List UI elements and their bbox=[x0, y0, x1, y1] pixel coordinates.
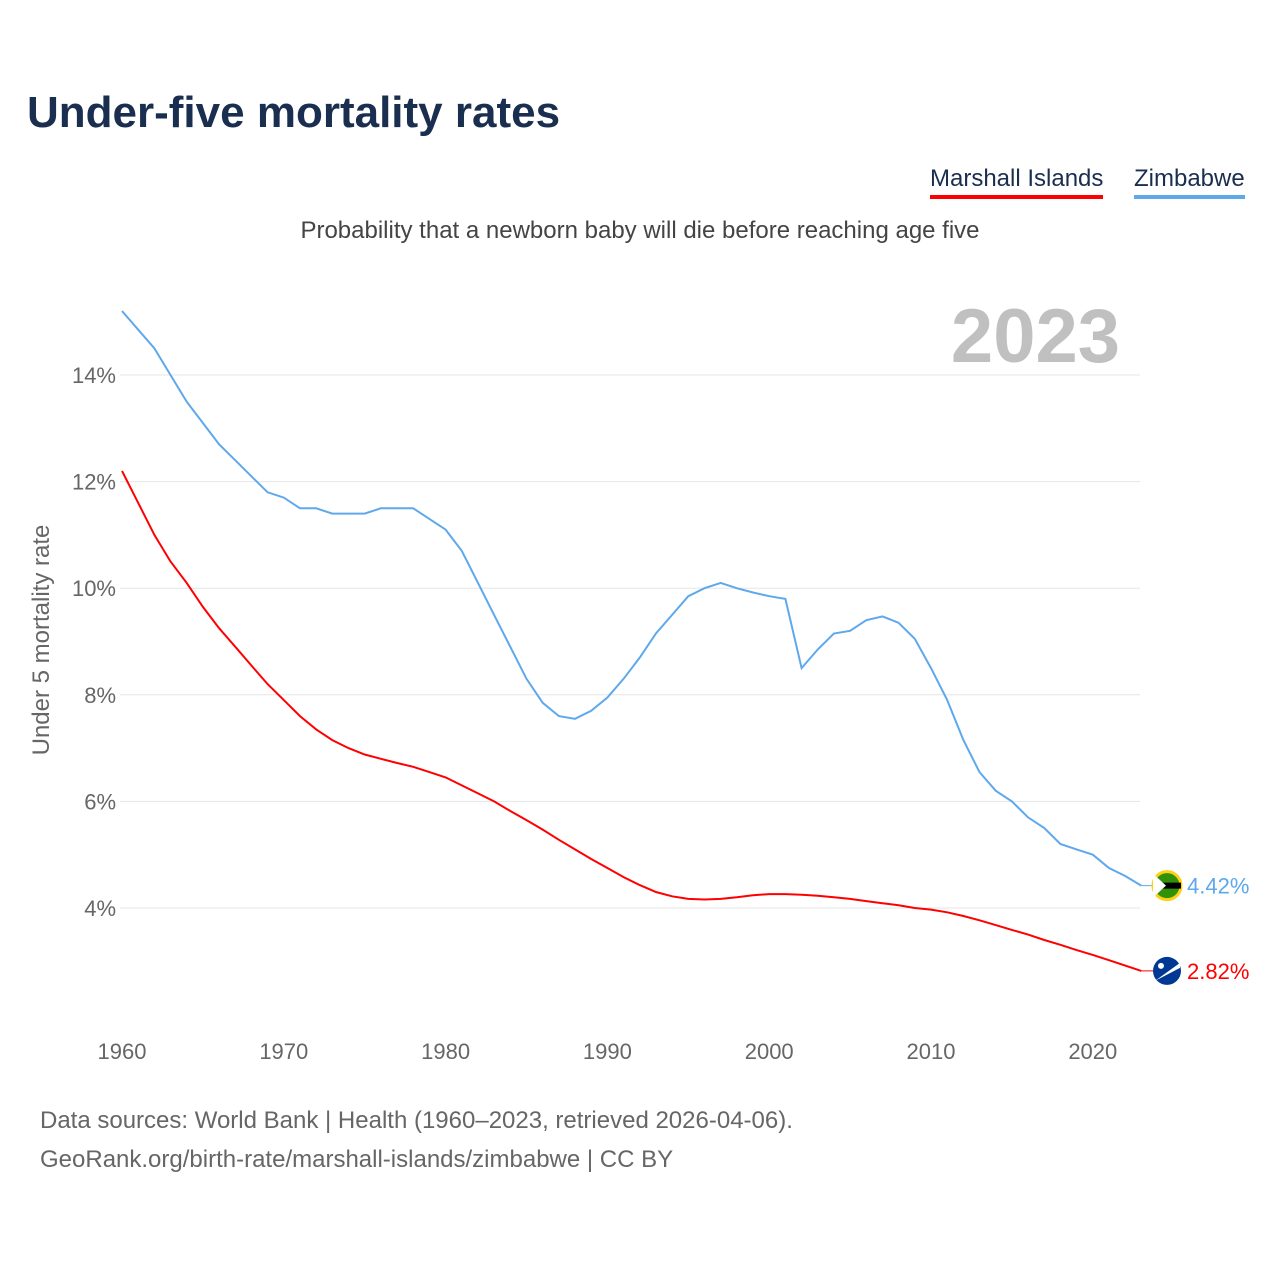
chart-title: Under-five mortality rates bbox=[27, 88, 561, 137]
y-tick-label: 6% bbox=[84, 789, 116, 814]
flag-triangle bbox=[1153, 873, 1166, 898]
x-tick-label: 1990 bbox=[583, 1039, 632, 1064]
y-tick-label: 12% bbox=[72, 470, 116, 495]
x-tick-label: 2000 bbox=[745, 1039, 794, 1064]
footer-source: Data sources: World Bank | Health (1960–… bbox=[40, 1107, 793, 1134]
legend-marshall-islands[interactable]: Marshall Islands bbox=[930, 165, 1104, 199]
series-line-zimbabwe bbox=[121, 310, 1142, 887]
year-label: 2023 bbox=[951, 294, 1120, 379]
footer-url[interactable]: GeoRank.org/birth-rate/marshall-islands/… bbox=[40, 1146, 674, 1173]
flag-star bbox=[1158, 962, 1164, 969]
x-tick-label: 1980 bbox=[421, 1039, 470, 1064]
flag-stripe bbox=[1155, 882, 1181, 889]
x-tick-label: 1970 bbox=[259, 1039, 308, 1064]
end-value-label: 4.42% bbox=[1187, 874, 1249, 899]
y-tick-label: 4% bbox=[84, 896, 116, 921]
x-tick-label: 2010 bbox=[907, 1039, 956, 1064]
y-tick-label: 8% bbox=[84, 683, 116, 708]
y-tick-label: 10% bbox=[72, 576, 116, 601]
end-value-label: 2.82% bbox=[1187, 959, 1249, 984]
series-line-marshall-islands bbox=[121, 470, 1142, 972]
legend-zimbabwe[interactable]: Zimbabwe bbox=[1134, 165, 1245, 199]
x-tick-label: 1960 bbox=[98, 1039, 147, 1064]
flag-icon-marshall-islands bbox=[1153, 956, 1181, 985]
chart-subtitle: Probability that a newborn baby will die… bbox=[300, 217, 980, 244]
flag-stripe bbox=[1155, 962, 1180, 981]
y-tick-label: 14% bbox=[72, 363, 116, 388]
x-tick-label: 2020 bbox=[1068, 1039, 1117, 1064]
